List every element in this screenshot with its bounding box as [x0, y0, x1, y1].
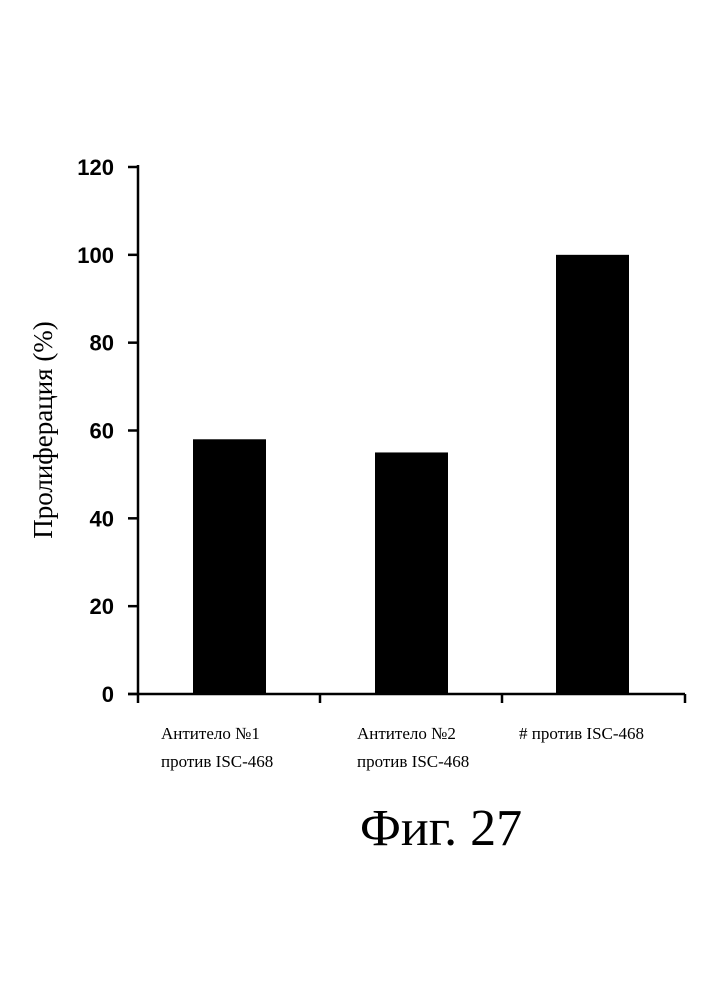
category-labels: Антитело №1 против ISC-468 Антитело №2 прот…: [161, 724, 644, 771]
category-label-line: Антитело №1: [161, 724, 260, 743]
bars: [193, 255, 629, 694]
category-label-line: # против ISC-468: [519, 724, 644, 743]
category-label-line: против ISC-468: [357, 752, 469, 771]
y-tick-label: 100: [77, 243, 114, 268]
figure-caption: Фиг. 27: [360, 800, 522, 857]
bar-1: [193, 439, 266, 694]
y-tick-label: 60: [90, 419, 114, 444]
category-label: Антитело №1 против ISC-468: [161, 724, 273, 771]
y-tick-label: 20: [90, 594, 114, 619]
y-axis-ticks: 0 20 40 60 80 100 120: [77, 155, 138, 707]
y-tick-label: 0: [102, 682, 114, 707]
bar-3: [556, 255, 629, 694]
y-tick-label: 40: [90, 506, 114, 531]
category-label: Антитело №2 против ISC-468: [357, 724, 469, 771]
category-label: # против ISC-468: [519, 724, 644, 743]
y-tick-label: 80: [90, 331, 114, 356]
y-axis-title: Пролиферация (%): [28, 321, 58, 539]
category-label-line: Антитело №2: [357, 724, 456, 743]
bar-2: [375, 452, 448, 694]
y-tick-label: 120: [77, 155, 114, 180]
x-axis-ticks: [138, 694, 685, 703]
category-label-line: против ISC-468: [161, 752, 273, 771]
